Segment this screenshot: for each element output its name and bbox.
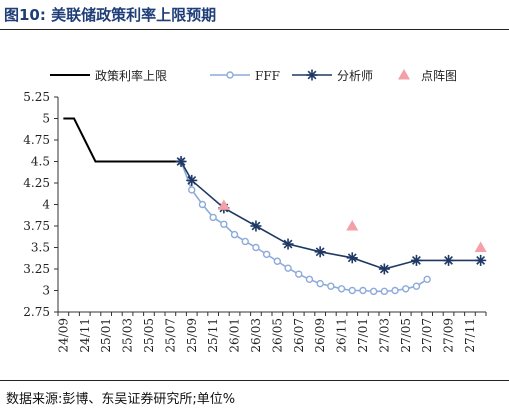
figure-title: 图10: 美联储政策利率上限预期 <box>4 6 217 24</box>
star-point <box>250 220 262 232</box>
star-point <box>378 263 390 275</box>
legend-label: FFF <box>255 69 280 83</box>
x-tick-label: 27/09 <box>442 318 456 353</box>
series-line <box>180 161 481 270</box>
star-point <box>186 174 198 186</box>
y-tick-label: 3.25 <box>23 262 50 276</box>
title-rule <box>0 29 509 30</box>
circle-point <box>252 243 260 252</box>
x-tick-label: 25/11 <box>206 318 220 353</box>
circle-point <box>359 286 367 295</box>
circle-point <box>305 275 314 284</box>
x-tick-label: 25/01 <box>99 318 113 353</box>
x-tick-label: 27/01 <box>356 318 370 353</box>
x-tick-label: 27/07 <box>420 318 434 353</box>
circle-point <box>412 282 421 290</box>
triangle-point <box>217 199 230 210</box>
circle-point <box>402 285 410 293</box>
legend-label: 政策利率上限 <box>95 68 167 83</box>
star-point <box>475 254 487 266</box>
series-1 <box>177 157 431 296</box>
legend: 政策利率上限 FFF 分析师 点阵图 <box>50 68 457 83</box>
x-tick-label: 26/09 <box>313 318 327 353</box>
x-axis: 24/09 24/11 25/01 25/03 25/05 25/07 25/09 25/11… <box>56 311 487 353</box>
plot-area <box>63 117 487 296</box>
y-tick-label: 5.25 <box>23 90 50 104</box>
circle-point <box>295 270 303 278</box>
star-point <box>282 238 294 250</box>
legend-item-1: FFF <box>210 69 280 83</box>
circle-point <box>337 285 346 293</box>
legend-item-0: 政策利率上限 <box>50 68 167 83</box>
circle-point <box>380 287 389 296</box>
circle-point <box>327 282 335 290</box>
star-point <box>314 246 326 258</box>
chart-canvas: 政策利率上限 FFF 分析师 点阵图 5.25 5 4.75 4.5 4.25 4 3.75 3.5… <box>23 68 487 353</box>
circle-point <box>241 237 249 246</box>
x-tick-label: 27/11 <box>463 318 477 353</box>
series-line <box>180 161 428 293</box>
legend-item-3: 点阵图 <box>398 69 457 83</box>
y-tick-label: 2.75 <box>23 305 50 319</box>
star-point <box>306 69 318 81</box>
x-tick-label: 25/07 <box>163 318 177 353</box>
y-tick-label: 4 <box>42 198 50 212</box>
x-tick-label: 24/09 <box>56 318 70 353</box>
circle-point <box>348 286 356 295</box>
star-point <box>346 252 358 264</box>
circle-point <box>423 275 431 284</box>
x-tick-label: 26/07 <box>292 318 306 353</box>
star-point <box>410 254 422 266</box>
x-tick-label: 26/03 <box>249 318 263 353</box>
x-tick-label: 26/11 <box>335 318 349 353</box>
circle-point <box>220 220 228 228</box>
source-note: 数据来源:彭博、东吴证券研究所;单位% <box>6 392 236 407</box>
y-axis: 5.25 5 4.75 4.5 4.25 4 3.75 3.5 3.25 3 2.75 <box>23 90 59 319</box>
circle-point <box>262 250 271 259</box>
y-tick-label: 4.25 <box>23 176 50 190</box>
y-tick-label: 5 <box>42 112 50 126</box>
legend-marker <box>226 71 234 79</box>
x-tick-label: 25/05 <box>142 318 156 353</box>
circle-point <box>284 264 292 272</box>
star-point <box>443 254 455 266</box>
circle-point <box>316 279 324 288</box>
circle-point <box>209 213 217 222</box>
x-tick-label: 27/05 <box>399 318 413 353</box>
y-tick-label: 3.5 <box>31 241 50 255</box>
series-0 <box>63 117 182 163</box>
x-tick-label: 27/03 <box>377 318 391 353</box>
x-tick-label: 25/09 <box>185 318 199 353</box>
x-tick-label: 25/03 <box>121 318 135 353</box>
triangle-point <box>346 220 359 231</box>
y-tick-label: 4.75 <box>23 133 50 147</box>
y-tick-label: 4.5 <box>31 155 50 169</box>
x-tick-label: 26/01 <box>228 318 242 353</box>
circle-point <box>230 230 239 239</box>
triangle-point <box>474 241 487 252</box>
star-point <box>175 156 187 167</box>
circle-point <box>369 287 378 296</box>
circle-point <box>273 257 282 265</box>
circle-point <box>391 286 399 295</box>
source-rule <box>0 380 509 381</box>
series-3 <box>217 199 487 252</box>
series-line <box>63 117 182 163</box>
y-tick-label: 3 <box>42 284 50 298</box>
triangle-point <box>398 69 410 80</box>
circle-point <box>188 186 196 194</box>
legend-label: 分析师 <box>337 69 373 83</box>
series-2 <box>175 156 487 275</box>
y-tick-label: 3.75 <box>23 219 50 233</box>
circle-point <box>198 200 207 209</box>
x-tick-label: 26/05 <box>270 318 284 353</box>
legend-label: 点阵图 <box>421 69 457 83</box>
x-tick-label: 24/11 <box>78 318 92 353</box>
legend-item-2: 分析师 <box>292 69 373 83</box>
